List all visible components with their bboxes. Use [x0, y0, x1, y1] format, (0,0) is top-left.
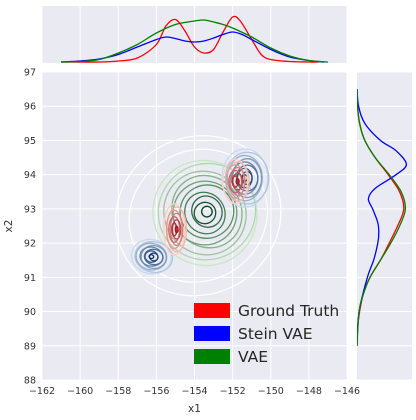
right-marginal-density-curves	[357, 89, 408, 346]
kde-contours	[115, 135, 282, 297]
contour-stein-vae	[226, 154, 263, 202]
contour-ground-truth	[174, 225, 179, 234]
legend-label: Ground Truth	[238, 302, 339, 320]
x-tick-label: −150	[258, 386, 284, 397]
x-marginal-curve-ground-truth	[61, 15, 319, 63]
contour-ground-truth	[163, 203, 186, 256]
contour-ground-truth	[165, 209, 183, 250]
legend-swatch	[194, 303, 230, 318]
contour-vae	[200, 205, 213, 218]
legend: Ground Truth Stein VAE VAE	[194, 302, 339, 366]
y-tick-label: 97	[24, 68, 36, 79]
contour-ground-truth	[168, 215, 181, 243]
y-tick-label: 96	[24, 102, 36, 113]
y-axis-label: x2	[3, 220, 15, 233]
y-tick-label: 89	[24, 341, 36, 352]
contour-stein-vae	[130, 238, 172, 275]
y-axis-ticks: 88 89 90 91 92 93 94 95 96 97	[24, 68, 36, 387]
contour-ground-truth	[222, 158, 249, 205]
x-tick-label: −162	[29, 386, 55, 397]
x-marginal-curve-stein-vae	[61, 31, 325, 63]
main-plot-grid	[41, 71, 348, 381]
y-tick-label: 93	[24, 204, 36, 215]
x-tick-label: −146	[334, 386, 360, 397]
y-tick-label: 91	[24, 273, 36, 284]
right-marginal-grid	[357, 71, 412, 381]
contour-stein-vae	[148, 254, 155, 260]
y-marginal-curve-vae	[357, 89, 407, 346]
contour-vae	[193, 201, 217, 225]
right-marginal-panel	[357, 71, 412, 381]
contour-stein-vae	[134, 241, 174, 273]
x-axis-label: x1	[188, 403, 201, 415]
x-tick-label: −154	[181, 386, 207, 397]
contour-ground-truth	[235, 178, 240, 185]
contour-vae	[191, 195, 223, 228]
legend-swatch	[194, 349, 230, 364]
top-marginal-panel	[41, 6, 348, 63]
top-marginal-density-curves	[61, 15, 328, 63]
contour-stein-vae	[140, 244, 167, 270]
contour-ground-truth	[228, 169, 243, 194]
contour-ground-truth	[169, 212, 184, 247]
outer-contour	[115, 135, 282, 297]
contour-ground-truth	[171, 222, 178, 237]
x-tick-label: −160	[67, 386, 93, 397]
x-tick-label: −152	[220, 386, 246, 397]
x-tick-label: −148	[296, 386, 322, 397]
x-tick-label: −158	[105, 386, 131, 397]
right-marginal-background	[357, 72, 412, 380]
y-tick-label: 90	[24, 307, 36, 318]
x-axis-ticks: −162 −160 −158 −156 −154 −152 −150 −148 −146	[29, 386, 360, 397]
legend-label: Stein VAE	[238, 325, 313, 343]
contour-stein-vae	[221, 148, 269, 208]
y-marginal-curve-stein-vae	[357, 89, 408, 346]
main-joint-panel: −162 −160 −158 −156 −154 −152 −150 −148 −146 888…	[3, 68, 360, 416]
contour-ground-truth	[231, 175, 239, 188]
y-tick-label: 95	[24, 136, 36, 147]
legend-swatch	[194, 326, 230, 341]
y-tick-label: 88	[24, 376, 36, 387]
x-tick-label: −156	[143, 386, 169, 397]
y-tick-label: 94	[24, 170, 36, 181]
legend-label: VAE	[238, 348, 268, 366]
contour-ground-truth	[171, 219, 182, 240]
x-marginal-curve-vae	[61, 19, 328, 63]
y-tick-label: 92	[24, 239, 36, 250]
top-marginal-grid	[41, 6, 348, 63]
contour-vae	[184, 191, 226, 235]
contour-ground-truth	[229, 166, 246, 197]
